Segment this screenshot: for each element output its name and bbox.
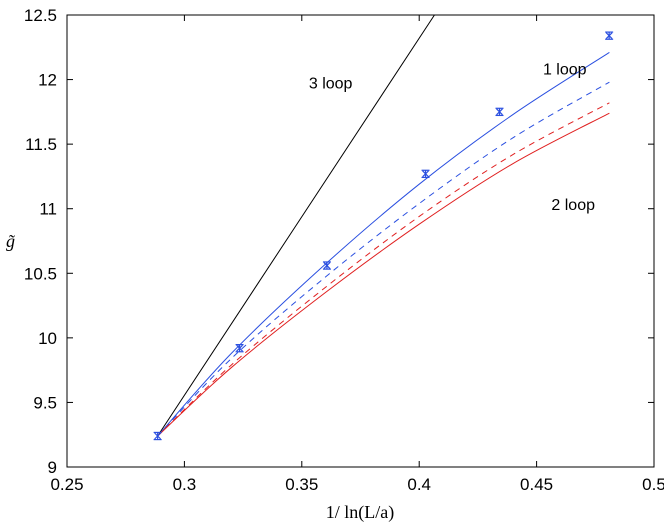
y-tick-label: 12 [38, 71, 57, 90]
x-tick-label: 0.4 [407, 475, 431, 494]
series-line-2-loop-dashed [157, 102, 610, 437]
data-point [322, 261, 331, 270]
data-point [153, 431, 162, 441]
y-tick-label: 11.5 [25, 135, 57, 154]
y-tick-label: 12.5 [24, 6, 57, 25]
series-group [153, 14, 614, 441]
series-line-1-loop [157, 52, 610, 437]
annotations-group: 3 loop 1 loop 2 loop [309, 61, 595, 214]
data-point [421, 169, 430, 179]
data-point [605, 31, 614, 40]
plot-area [66, 14, 655, 468]
x-axis-title: 1/ ln(L/a) [326, 502, 394, 523]
x-tick-label: 0.25 [50, 475, 83, 494]
annotation-1-loop: 1 loop [543, 61, 587, 78]
series-line-2-loop [157, 112, 610, 437]
data-point [495, 107, 504, 117]
series-line-1-loop-dashed [157, 81, 610, 437]
x-tick-label: 0.45 [520, 475, 553, 494]
x-tick-label: 0.5 [642, 475, 664, 494]
y-tick-label: 9 [48, 458, 57, 477]
data-point [235, 344, 244, 353]
axis-ticks: 0.25 0.3 0.35 0.4 0.45 0.5 9 9.5 10 10.5 11 11.5 12 1… [24, 6, 664, 494]
y-tick-label: 11 [39, 200, 57, 219]
y-tick-label: 10.5 [24, 264, 57, 283]
series-line-3-loop [157, 14, 435, 437]
annotation-3-loop: 3 loop [309, 76, 353, 93]
x-tick-label: 0.35 [285, 475, 318, 494]
y-tick-label: 10 [38, 329, 57, 348]
y-tick-label: 9.5 [33, 393, 57, 412]
x-tick-label: 0.3 [173, 475, 197, 494]
annotation-2-loop: 2 loop [551, 197, 595, 214]
y-axis-title: g̃ [6, 231, 16, 251]
